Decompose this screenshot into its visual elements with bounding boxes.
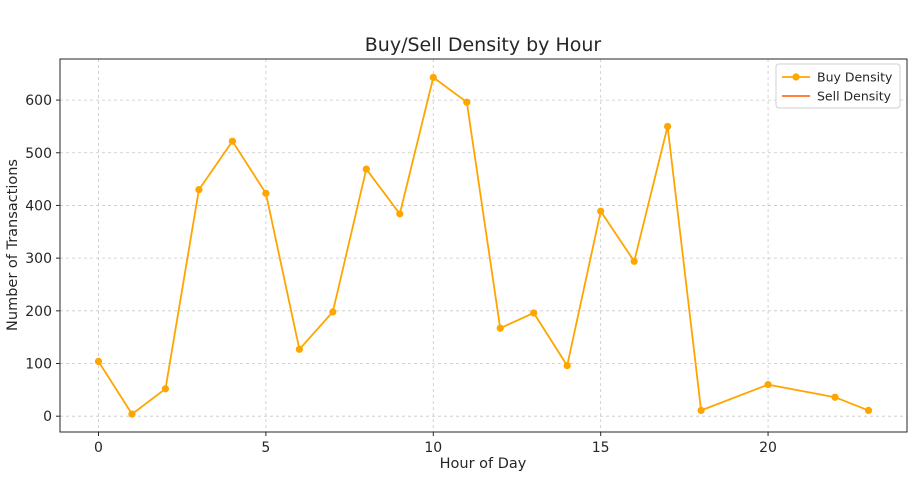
y-tick-label: 300 bbox=[25, 251, 52, 267]
data-point bbox=[329, 308, 337, 316]
data-point bbox=[228, 137, 237, 145]
data-point bbox=[262, 189, 270, 197]
plot-frame bbox=[59, 58, 908, 433]
y-tick-label: 0 bbox=[43, 409, 52, 425]
x-tick-label: 5 bbox=[261, 440, 270, 456]
y-axis-ticks: 0 100 200 300 400 500 600 bbox=[25, 93, 60, 425]
x-tick-label: 10 bbox=[424, 440, 442, 456]
data-point bbox=[563, 362, 571, 370]
data-point bbox=[463, 98, 471, 106]
data-point bbox=[128, 410, 136, 418]
data-point bbox=[697, 406, 705, 414]
series-line bbox=[97, 76, 869, 416]
data-point bbox=[94, 357, 103, 366]
series-layer bbox=[94, 73, 873, 418]
legend: Buy Density Sell Density bbox=[775, 63, 901, 109]
data-point bbox=[396, 210, 404, 218]
data-point bbox=[295, 345, 303, 353]
data-point bbox=[496, 324, 504, 332]
data-point bbox=[161, 385, 170, 393]
data-point bbox=[429, 73, 437, 82]
y-tick-label: 400 bbox=[25, 198, 52, 214]
y-axis-label: Number of Transactions bbox=[5, 159, 21, 331]
y-tick-label: 200 bbox=[25, 304, 52, 320]
data-point bbox=[831, 393, 839, 401]
chart-title: Buy/Sell Density by Hour bbox=[365, 34, 602, 56]
data-point bbox=[195, 186, 203, 194]
data-point bbox=[630, 257, 638, 265]
data-point bbox=[864, 406, 873, 414]
data-point bbox=[764, 380, 772, 389]
x-tick-label: 0 bbox=[94, 440, 103, 456]
y-tick-label: 100 bbox=[25, 357, 52, 373]
grid bbox=[60, 59, 907, 432]
y-tick-label: 500 bbox=[25, 146, 52, 162]
legend-box bbox=[775, 63, 901, 109]
legend-swatch-marker bbox=[792, 73, 800, 81]
legend-entry-label: Buy Density bbox=[817, 70, 893, 85]
y-tick-label: 600 bbox=[25, 93, 52, 109]
data-point bbox=[664, 122, 672, 131]
x-axis-label: Hour of Day bbox=[440, 456, 527, 472]
data-point bbox=[597, 207, 605, 215]
axes bbox=[59, 58, 908, 433]
x-tick-label: 20 bbox=[759, 440, 777, 456]
data-point bbox=[362, 165, 370, 173]
x-tick-label: 15 bbox=[592, 440, 610, 456]
legend-entry-label: Sell Density bbox=[817, 89, 892, 104]
x-axis-ticks: 0 5 10 15 20 bbox=[94, 432, 777, 456]
data-point bbox=[530, 309, 538, 317]
